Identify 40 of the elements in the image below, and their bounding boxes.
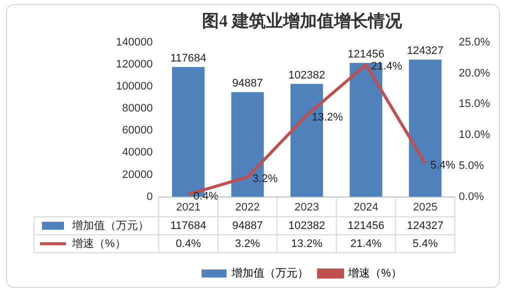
y2-tick-label: 0.0% [458,190,484,203]
x-tick-label: 2021 [176,201,201,214]
text: 117684 [170,52,206,65]
y-tick-label: 40000 [122,146,153,159]
y2-tick-label: 5.0% [458,160,484,172]
data-label: 121456 [348,220,384,232]
y-tick-label: 0 [146,190,153,203]
y-tick-label: 20000 [122,168,153,181]
text: 124327 [406,45,444,58]
data-label: 94887 [232,220,263,232]
y-tick-label: 100000 [116,80,153,93]
chart-title: 图4 建筑业增加值增长情况 [202,12,403,31]
y-tick-label: 60000 [122,124,153,137]
text: 增加值（万元） [232,268,309,280]
data-label: 0.4% [176,238,202,250]
text: 121456 [348,48,384,60]
y-tick-label: 120000 [116,58,153,70]
legend-label: 增速（%） [347,266,402,280]
data-label: 102382 [288,220,326,232]
legend-label: 增加值（万元） [71,218,149,232]
x-tick-label: 2025 [412,201,438,214]
data-label: 3.2% [235,238,260,250]
data-label: 124327 [406,220,444,232]
y2-tick-label: 15.0% [458,98,490,110]
data-label: 5.4% [412,238,438,250]
y-tick-label: 80000 [122,102,153,115]
text: 0.4% [193,190,218,202]
y2-tick-label: 25.0% [458,36,490,48]
data-label: 13.2% [291,238,323,250]
data-label: 21.4% [350,238,382,250]
text: 94887 [232,78,263,90]
y2-tick-label: 10.0% [458,129,490,142]
y2-tick-label: 20.0% [458,67,490,80]
y-tick-label: 140000 [116,36,153,48]
x-tick-label: 2023 [294,201,319,214]
text: 增速（%） [72,238,126,250]
x-tick-label: 2022 [235,201,260,214]
text: 102382 [288,69,326,82]
x-tick-label: 2024 [354,201,378,214]
data-label: 117684 [170,220,206,232]
